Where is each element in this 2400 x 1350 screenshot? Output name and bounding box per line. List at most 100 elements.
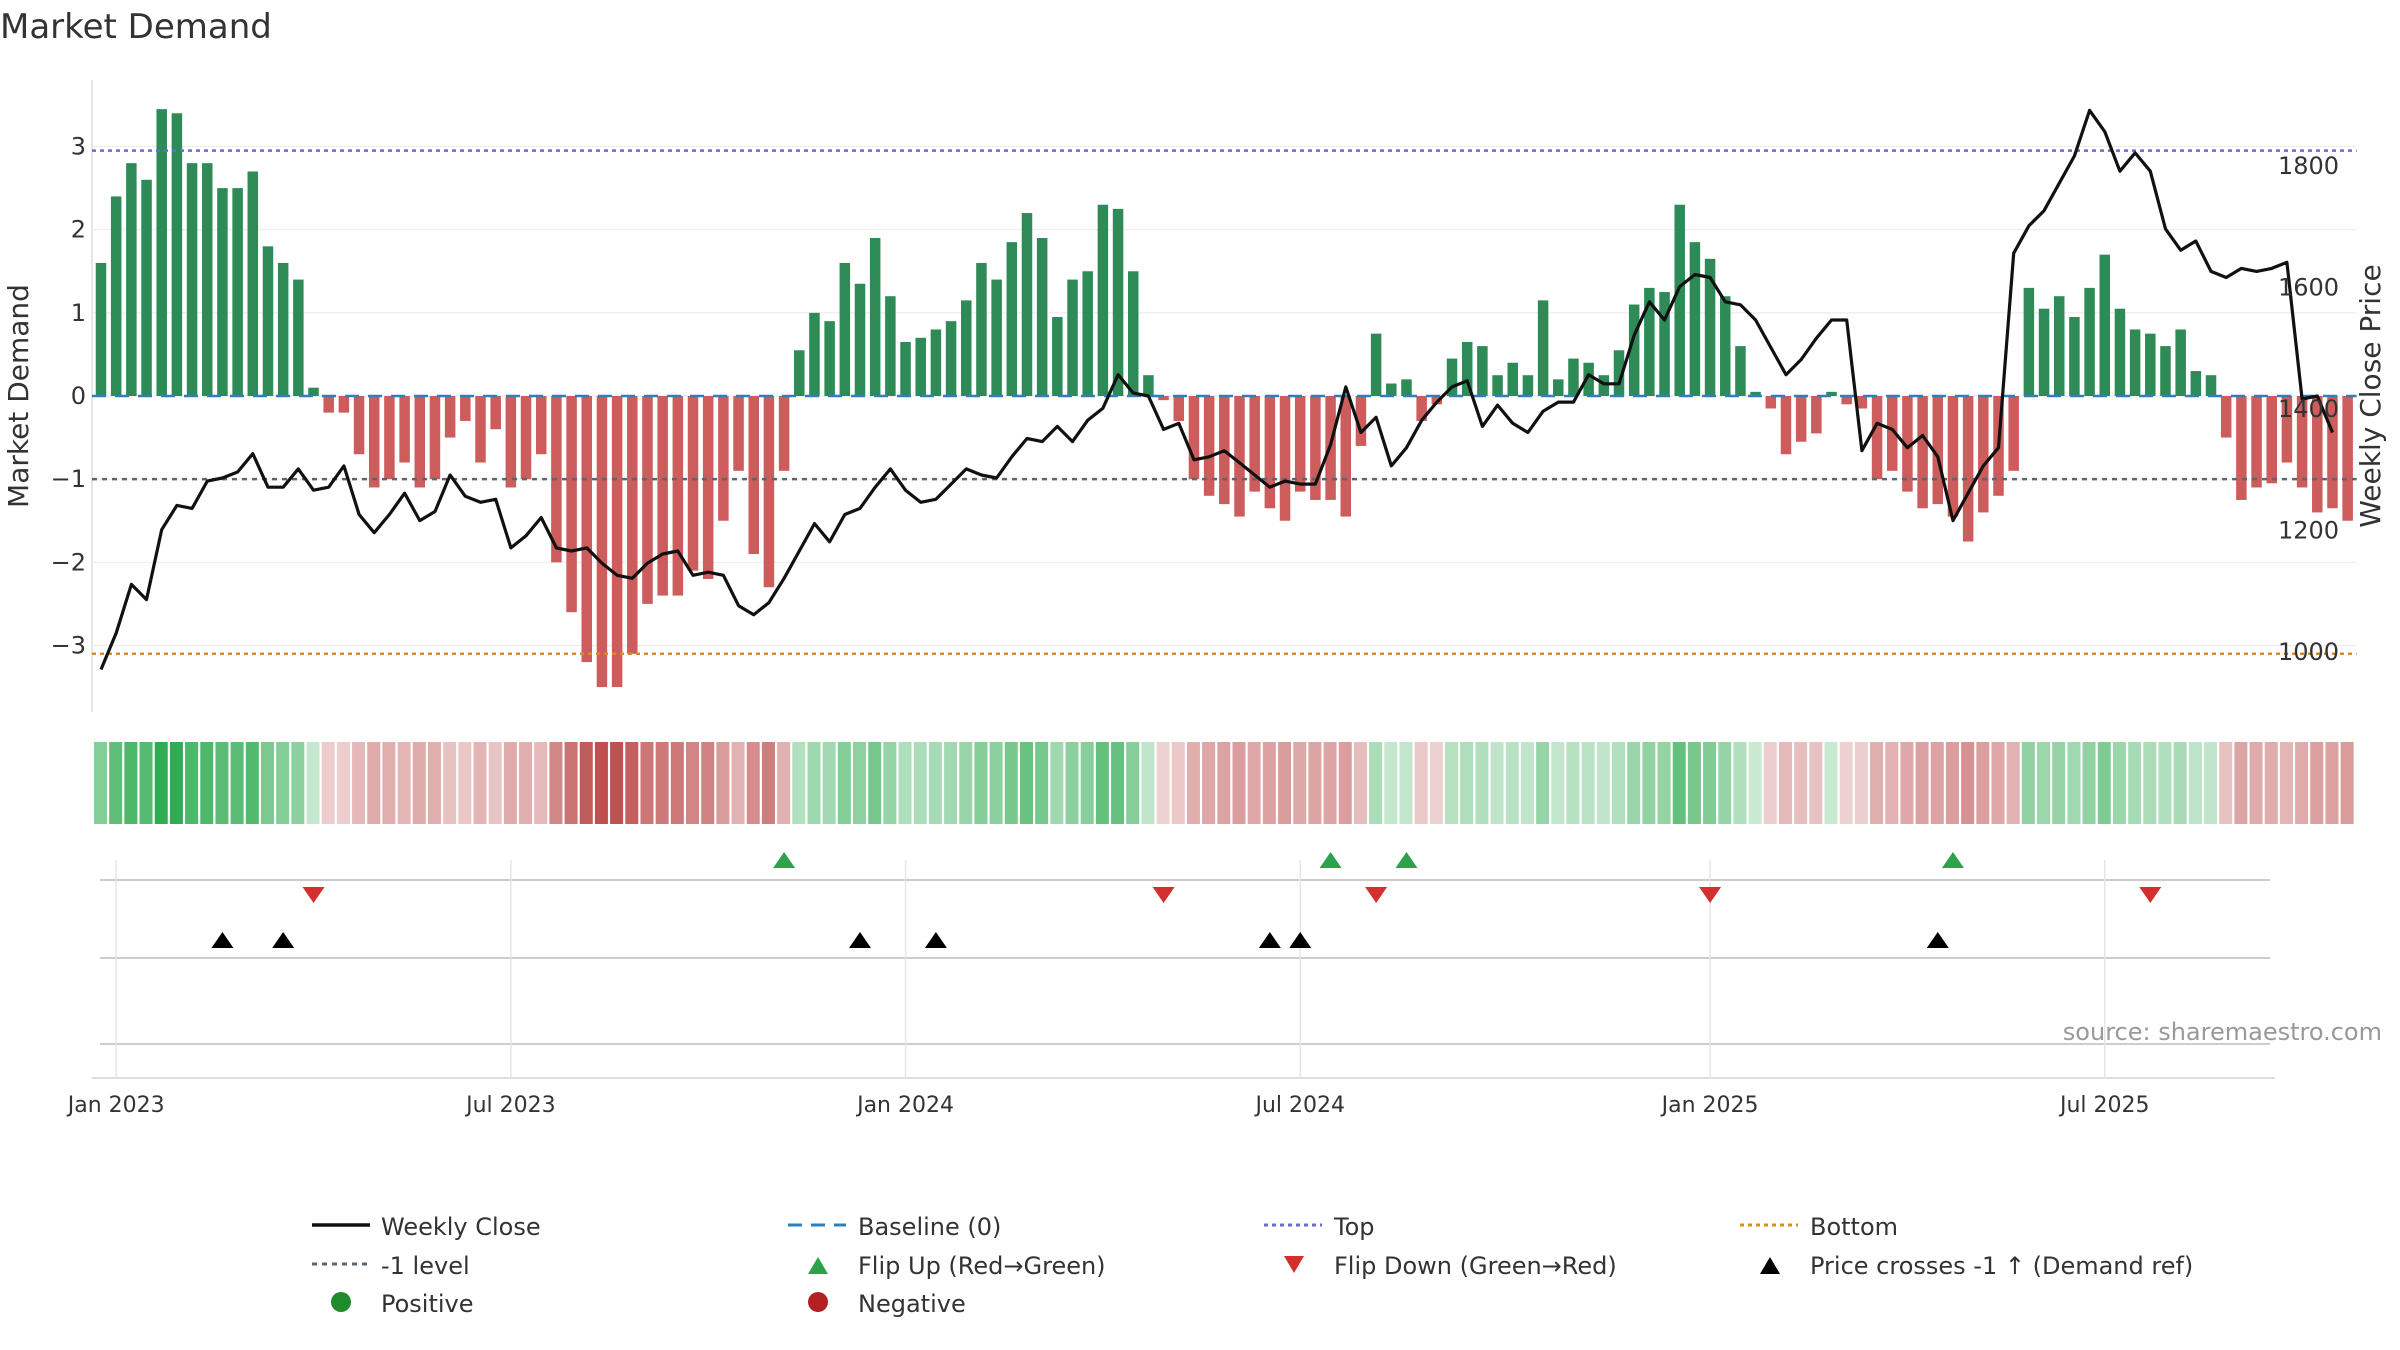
demand-bar-positive bbox=[1097, 204, 1109, 396]
heat-cell-positive bbox=[1612, 742, 1625, 824]
x-ticks: Jan 2023 Jul 2023 Jan 2024 Jul 2024 Jan 2025… bbox=[66, 1093, 2150, 1118]
legend-item-top: Top bbox=[1264, 1213, 1375, 1241]
heat-cell-positive bbox=[306, 742, 320, 824]
heat-cell-negative bbox=[443, 742, 457, 824]
positive-dot-icon bbox=[331, 1292, 351, 1312]
demand-bar-negative bbox=[611, 396, 623, 688]
demand-bar-positive bbox=[1021, 213, 1033, 396]
heat-cell-positive bbox=[822, 742, 836, 824]
heat-cell-positive bbox=[1733, 742, 1747, 824]
heat-cell-positive bbox=[2204, 742, 2218, 824]
heat-cell-positive bbox=[959, 742, 973, 824]
flip-down-marker bbox=[1152, 887, 1175, 903]
demand-bar-positive bbox=[839, 262, 851, 396]
demand-bar-positive bbox=[900, 341, 911, 396]
heat-cell-negative bbox=[746, 742, 760, 824]
heat-cell-negative bbox=[777, 742, 791, 824]
x-tick-label: Jul 2025 bbox=[2058, 1093, 2150, 1118]
demand-bar-negative bbox=[1249, 396, 1260, 492]
demand-bar-negative bbox=[2220, 396, 2232, 438]
heat-cell-positive bbox=[868, 742, 882, 824]
heat-cell-positive bbox=[1460, 742, 1474, 824]
legend-label: Positive bbox=[381, 1290, 474, 1318]
heat-cell-negative bbox=[2310, 742, 2324, 824]
demand-bar-positive bbox=[1067, 279, 1078, 396]
heat-cell-positive bbox=[1384, 742, 1398, 824]
price-cross-marker bbox=[1258, 932, 1281, 948]
heat-cell-negative bbox=[2219, 742, 2233, 824]
demand-bar-negative bbox=[1978, 396, 1989, 513]
demand-bar-negative bbox=[2281, 396, 2293, 463]
heat-cell-positive bbox=[1505, 742, 1519, 824]
legend-item-bottom: Bottom bbox=[1740, 1213, 1898, 1241]
heat-cell-positive bbox=[2082, 742, 2096, 824]
demand-bar-negative bbox=[323, 396, 334, 413]
demand-bar-negative bbox=[2296, 396, 2308, 488]
demand-bar-positive bbox=[1583, 362, 1594, 396]
x-tick-label: Jul 2024 bbox=[1253, 1093, 1345, 1118]
demand-bar-negative bbox=[1279, 396, 1291, 521]
legend-label: Baseline (0) bbox=[858, 1213, 1001, 1241]
heat-cell-negative bbox=[1976, 742, 1990, 824]
heat-cell-positive bbox=[1703, 742, 1717, 824]
heat-cell-positive bbox=[1080, 742, 1094, 824]
x-tick-label: Jan 2024 bbox=[855, 1093, 954, 1118]
heat-cell-positive bbox=[898, 742, 912, 824]
heat-cell-negative bbox=[1293, 742, 1307, 824]
heat-cell-negative bbox=[1262, 742, 1276, 824]
right-tick-label: 1200 bbox=[2278, 517, 2339, 545]
demand-bar-negative bbox=[399, 396, 410, 463]
heat-cell-positive bbox=[2188, 742, 2202, 824]
heat-cell-positive bbox=[2037, 742, 2051, 824]
heat-cell-negative bbox=[670, 742, 684, 824]
demand-bar-negative bbox=[1340, 396, 1352, 517]
demand-bar-positive bbox=[1401, 379, 1412, 396]
heat-cell-negative bbox=[1870, 742, 1884, 824]
heat-cell-negative bbox=[397, 742, 411, 824]
heat-cell-positive bbox=[2158, 742, 2172, 824]
heat-cell-negative bbox=[1278, 742, 1292, 824]
heat-cell-positive bbox=[2112, 742, 2126, 824]
demand-bar-positive bbox=[854, 283, 866, 396]
legend-label: Flip Down (Green→Red) bbox=[1334, 1252, 1617, 1280]
heat-cell-positive bbox=[807, 742, 821, 824]
heat-cell-negative bbox=[1991, 742, 2005, 824]
demand-bar-positive bbox=[1628, 304, 1640, 396]
heat-cell-negative bbox=[1353, 742, 1367, 824]
heat-cell-negative bbox=[2279, 742, 2293, 824]
legend-item-positive: Positive bbox=[331, 1290, 474, 1318]
demand-bar-positive bbox=[202, 163, 213, 396]
demand-bar-positive bbox=[1143, 375, 1154, 396]
heat-cell-negative bbox=[1247, 742, 1261, 824]
heat-cell-positive bbox=[2097, 742, 2111, 824]
heat-cell-positive bbox=[245, 742, 259, 824]
legend-label: Price crosses -1 ↑ (Demand ref) bbox=[1810, 1252, 2193, 1280]
heat-cell-positive bbox=[1581, 742, 1595, 824]
demand-bar-positive bbox=[2084, 287, 2095, 396]
demand-bar-positive bbox=[1052, 317, 1063, 396]
flip-up-marker bbox=[773, 852, 796, 868]
heat-cell-negative bbox=[488, 742, 502, 824]
legend-label: Weekly Close bbox=[381, 1213, 541, 1241]
demand-bar-negative bbox=[672, 396, 684, 596]
heat-cell-negative bbox=[503, 742, 517, 824]
legend-label: Negative bbox=[858, 1290, 966, 1318]
demand-bar-negative bbox=[1780, 396, 1792, 455]
heat-cell-negative bbox=[1854, 742, 1868, 824]
demand-bar-positive bbox=[2069, 317, 2080, 396]
demand-bar-negative bbox=[1811, 396, 1822, 434]
left-tick-label: 0 bbox=[71, 382, 86, 410]
heat-cell-positive bbox=[124, 742, 138, 824]
demand-bar-negative bbox=[1203, 396, 1215, 496]
demand-bar-positive bbox=[171, 113, 183, 397]
demand-bar-positive bbox=[2175, 329, 2186, 396]
heat-cell-negative bbox=[2340, 742, 2354, 824]
demand-bar-negative bbox=[1234, 396, 1245, 517]
left-axis-label: Market Demand bbox=[2, 284, 35, 508]
heat-cell-negative bbox=[519, 742, 533, 824]
heat-cell-positive bbox=[1095, 742, 1109, 824]
heat-cell-positive bbox=[109, 742, 123, 824]
demand-bar-positive bbox=[1704, 258, 1716, 396]
demand-bar-positive bbox=[2023, 287, 2035, 396]
demand-bar-negative bbox=[1841, 396, 1852, 405]
